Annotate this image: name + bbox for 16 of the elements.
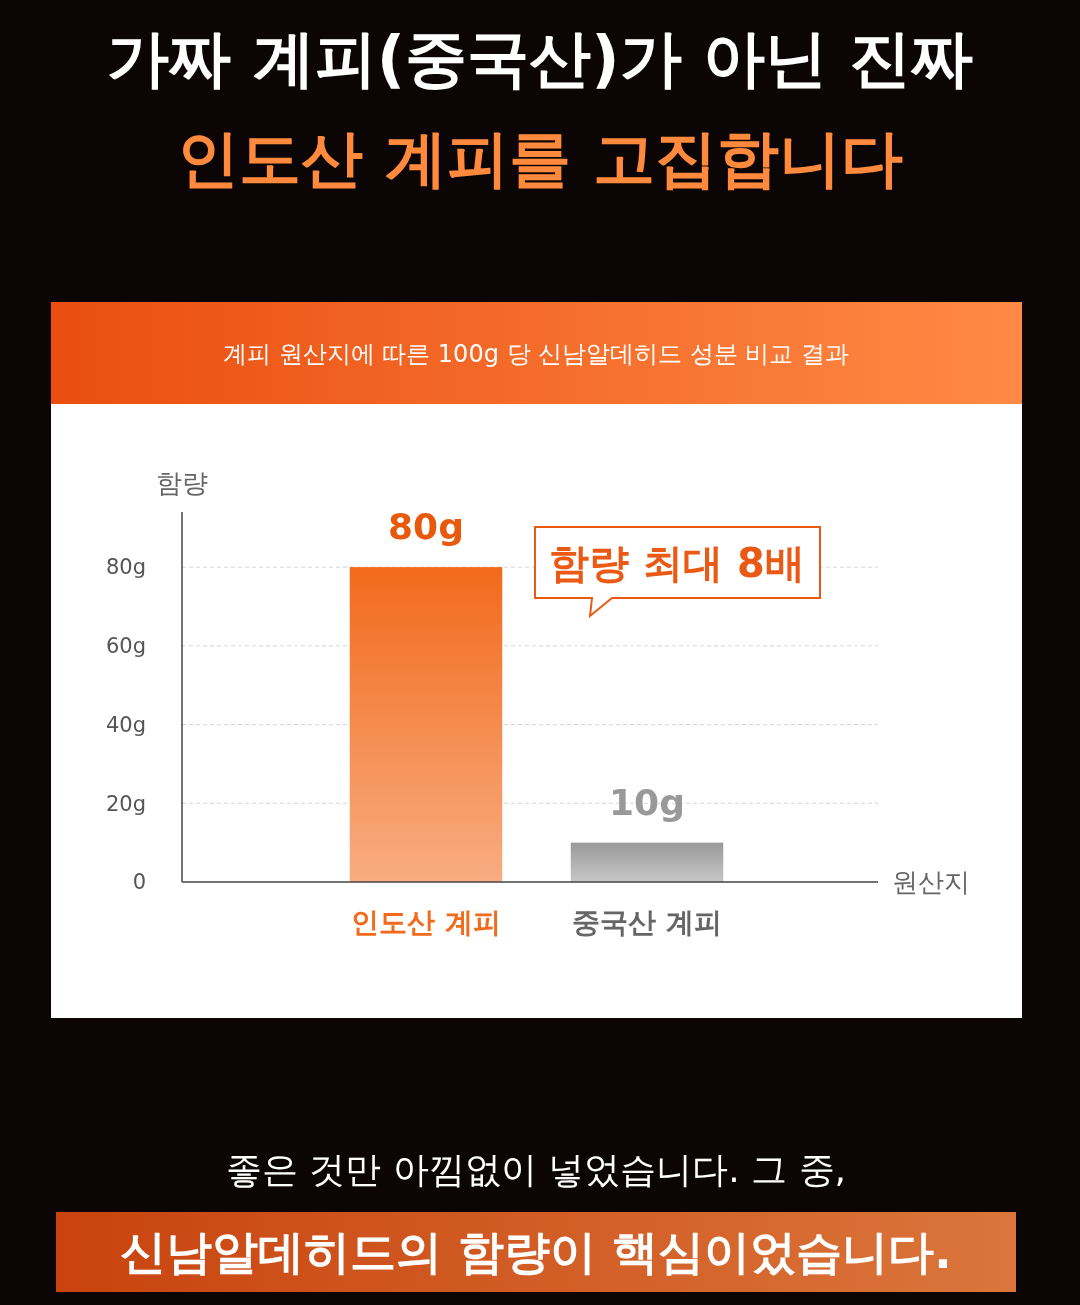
chart-title: 가짜 계피(중국산)가 아닌 진짜 인도산 계피를 고집합니다 xyxy=(107,22,973,195)
y-axis-title: 함량 xyxy=(156,468,208,498)
annotation: 함량 최대 8배 xyxy=(549,540,805,586)
x-axis-title: 원산지 xyxy=(892,867,970,898)
y-tick-label: 80g xyxy=(105,555,146,580)
data-label: 10g xyxy=(609,781,685,823)
text: 신남알데히드의 함량이 핵심이었습니다. xyxy=(120,1225,952,1280)
text: 좋은 것만 아낌없이 넣었습니다. 그 중, xyxy=(225,1149,847,1190)
x-tick-label: 중국산 계피 xyxy=(572,906,722,939)
y-tick-label: 0 xyxy=(132,870,146,895)
y-tick-label: 40g xyxy=(105,712,146,737)
data-label: 80g xyxy=(388,506,464,548)
y-tick-label: 60g xyxy=(105,634,146,659)
y-tick-label: 20g xyxy=(105,791,146,816)
chart-subtitle: 계피 원산지에 따른 100g 당 신남알데히드 성분 비교 결과 xyxy=(222,340,850,368)
x-tick-label: 인도산 계피 xyxy=(351,906,501,939)
